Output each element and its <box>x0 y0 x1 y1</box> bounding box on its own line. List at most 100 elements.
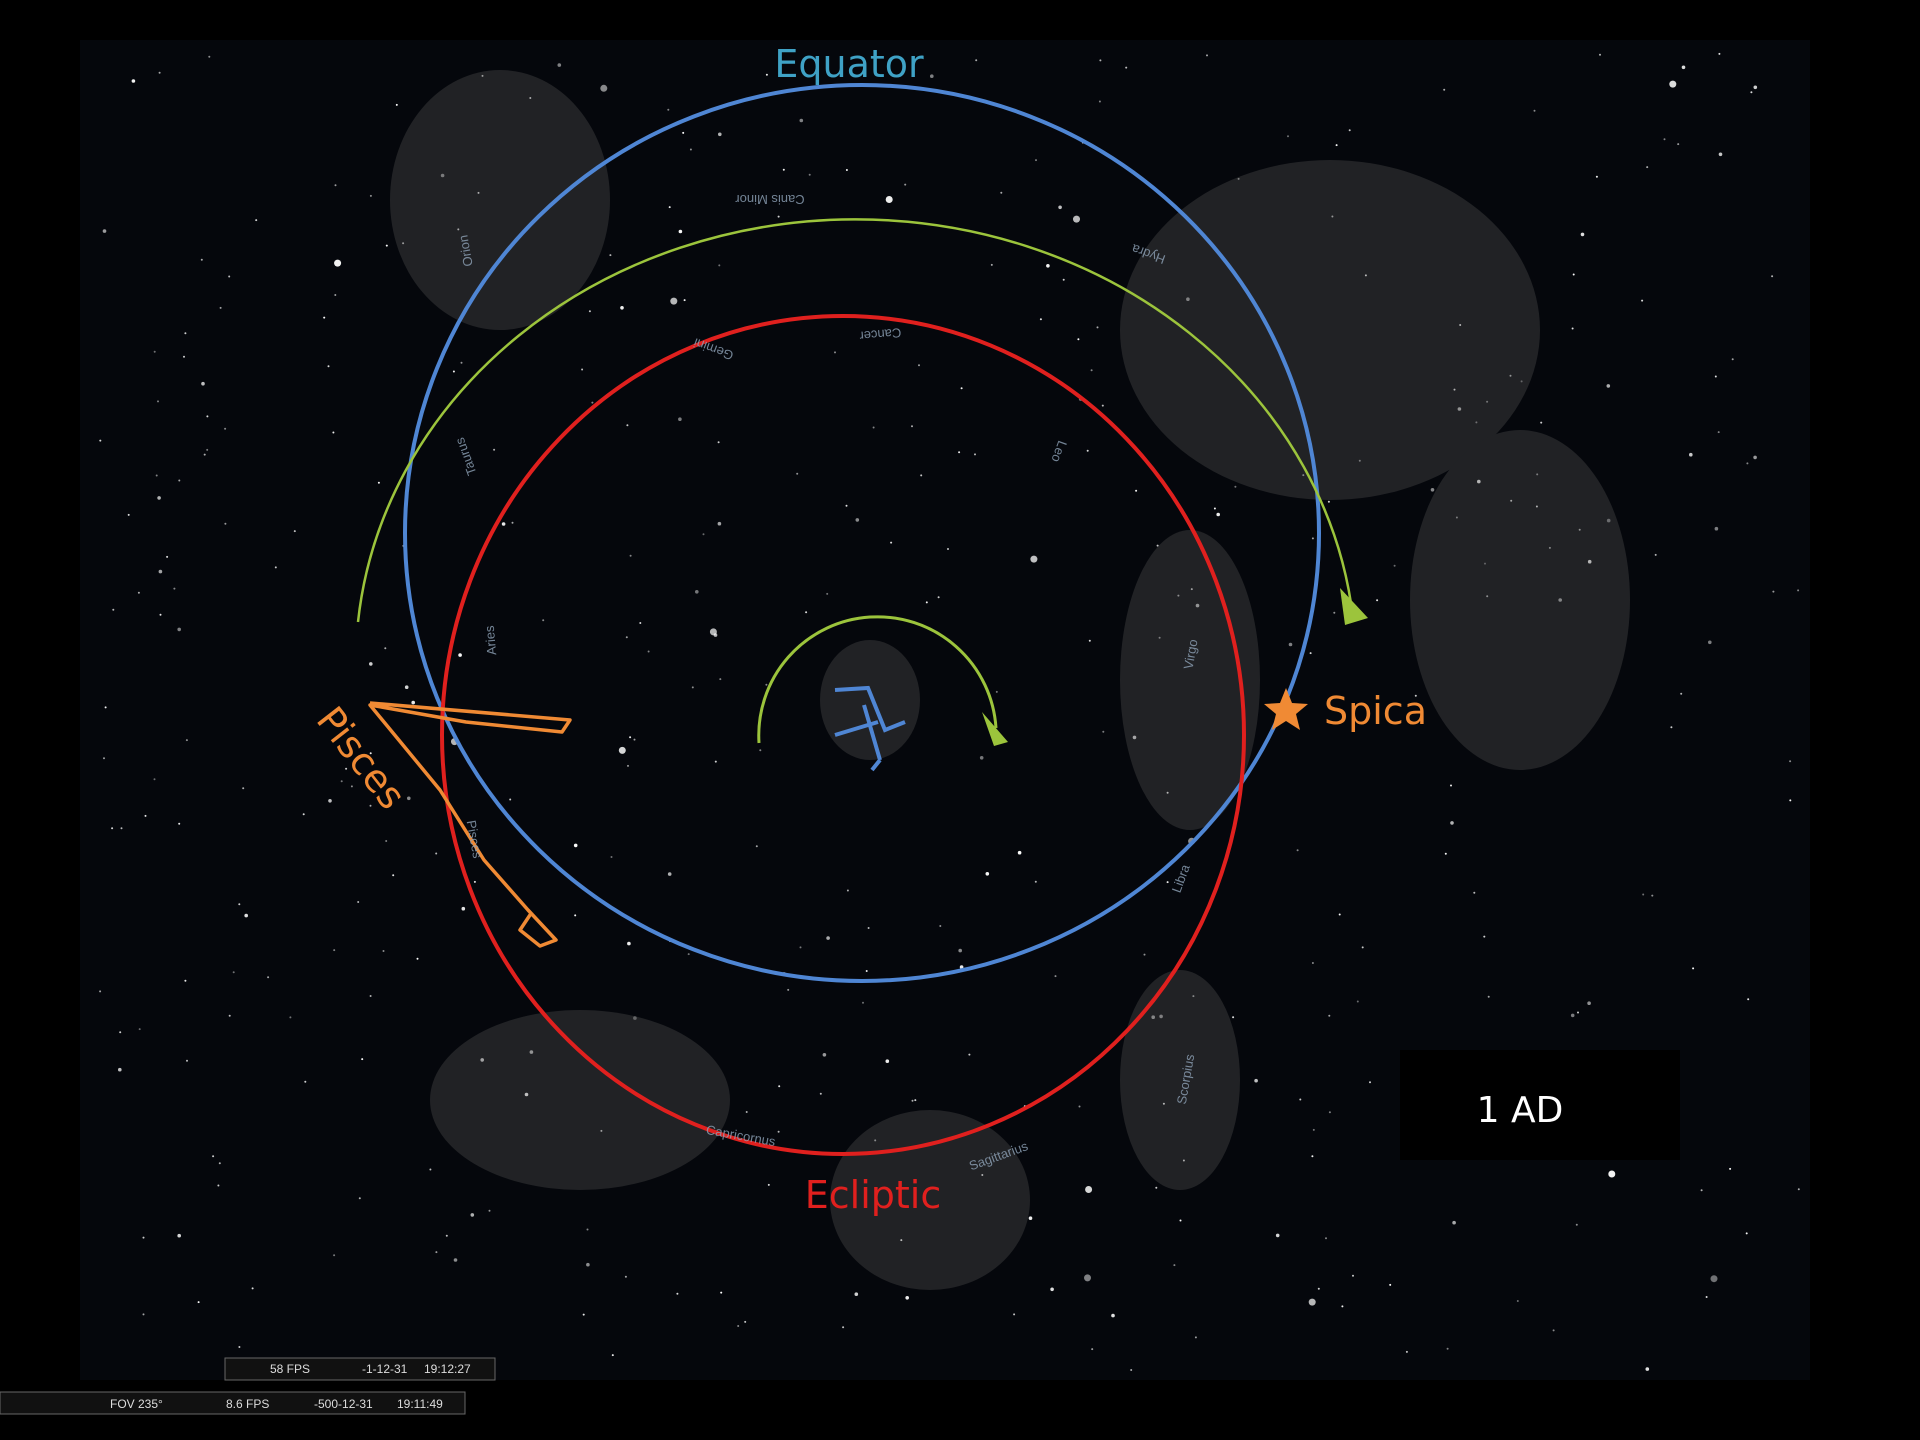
star <box>926 601 928 603</box>
star <box>396 104 398 106</box>
star <box>1341 1305 1343 1307</box>
star <box>1689 453 1693 457</box>
star <box>558 63 562 67</box>
date: -1-12-31 <box>362 1362 408 1376</box>
star <box>333 949 335 951</box>
star <box>1035 159 1037 161</box>
star <box>1312 962 1314 964</box>
fps: 8.6 FPS <box>226 1397 269 1411</box>
star <box>1297 849 1299 851</box>
star <box>746 1111 748 1113</box>
star <box>289 1016 291 1018</box>
equator-label: Equator <box>774 42 924 86</box>
star <box>407 797 411 801</box>
time: 19:12:27 <box>424 1362 471 1376</box>
fps: 58 FPS <box>270 1362 310 1376</box>
star <box>591 402 593 404</box>
star <box>996 691 998 693</box>
star <box>1729 1168 1731 1170</box>
star <box>667 109 669 111</box>
star <box>574 844 578 848</box>
star <box>1328 1015 1330 1017</box>
star <box>1073 216 1080 223</box>
star <box>304 1081 306 1083</box>
star <box>1352 1275 1354 1277</box>
star <box>783 169 785 171</box>
aquarius-art <box>430 1010 730 1190</box>
star <box>238 1346 240 1348</box>
star <box>1750 91 1752 93</box>
star <box>1099 101 1101 103</box>
star <box>1155 1187 1157 1189</box>
star <box>834 351 836 353</box>
star <box>186 1060 188 1062</box>
star <box>1747 998 1749 1000</box>
star <box>1447 1348 1449 1350</box>
star <box>1195 1336 1197 1338</box>
star <box>886 1059 890 1063</box>
star <box>1276 1234 1280 1238</box>
star <box>1040 318 1042 320</box>
star <box>1099 59 1101 61</box>
star <box>1746 462 1748 464</box>
star <box>718 441 720 443</box>
star <box>489 1210 491 1212</box>
star <box>627 942 631 946</box>
star <box>178 823 180 825</box>
hydra-tail-art <box>1410 430 1630 770</box>
star <box>275 566 277 568</box>
star <box>669 206 671 208</box>
star <box>128 514 130 516</box>
star <box>1336 144 1338 146</box>
star <box>744 1321 746 1323</box>
star <box>1329 1111 1331 1113</box>
star <box>1135 490 1137 492</box>
star <box>1362 946 1364 948</box>
star <box>846 169 848 171</box>
star <box>220 307 222 309</box>
star <box>385 840 387 842</box>
star <box>359 1197 361 1199</box>
star <box>938 596 940 598</box>
star <box>112 609 114 611</box>
star <box>809 174 811 176</box>
star <box>1797 589 1799 591</box>
star <box>609 254 611 256</box>
star <box>1452 1221 1456 1225</box>
star <box>183 356 185 358</box>
star <box>334 294 336 296</box>
star <box>184 980 186 982</box>
star <box>198 1301 200 1303</box>
star <box>958 949 962 953</box>
star <box>121 827 123 829</box>
star <box>1349 129 1351 131</box>
star <box>1046 264 1050 268</box>
star <box>224 523 226 525</box>
star <box>1655 554 1657 556</box>
star <box>1173 1264 1175 1266</box>
star <box>145 815 147 817</box>
star <box>800 946 802 948</box>
star <box>242 787 244 789</box>
star <box>224 428 226 430</box>
star <box>1789 799 1791 801</box>
star <box>206 449 208 451</box>
star <box>586 1263 590 1267</box>
star <box>873 427 875 429</box>
star <box>930 74 934 78</box>
star <box>378 482 380 484</box>
star <box>826 936 830 940</box>
star <box>856 518 860 522</box>
star <box>1013 1313 1015 1315</box>
star <box>206 415 208 417</box>
star <box>1085 1186 1092 1193</box>
star <box>1711 1275 1718 1282</box>
star <box>335 184 337 186</box>
star <box>1125 67 1127 69</box>
star <box>980 756 984 760</box>
star <box>920 474 922 476</box>
star <box>625 1276 627 1278</box>
star <box>1180 1220 1182 1222</box>
star <box>509 799 511 801</box>
orion-art <box>390 70 610 330</box>
